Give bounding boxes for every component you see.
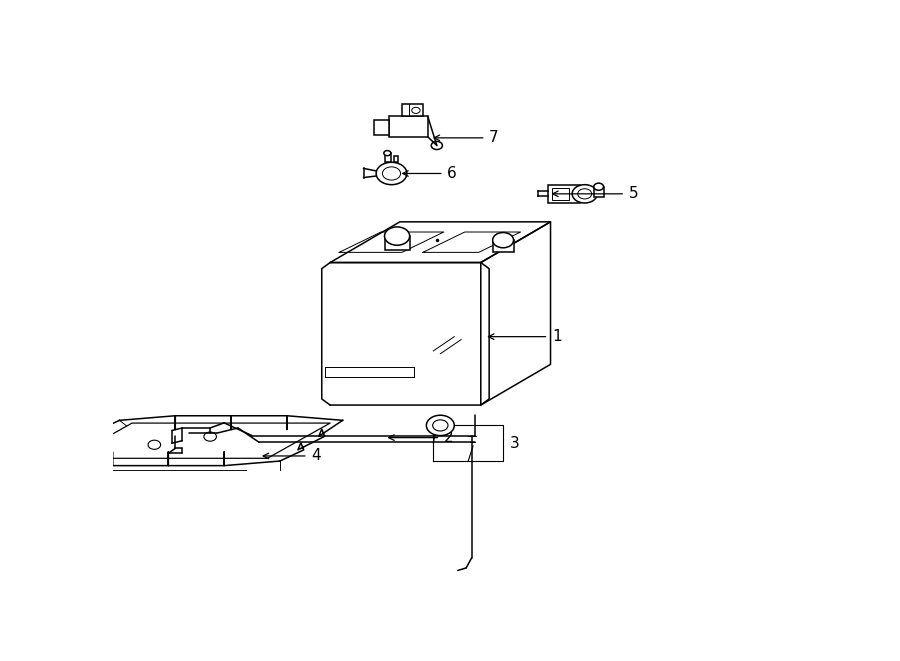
- Bar: [390, 116, 428, 137]
- Bar: [594, 186, 604, 197]
- Bar: [384, 153, 391, 163]
- Circle shape: [572, 184, 598, 203]
- Text: 1: 1: [552, 329, 562, 344]
- Circle shape: [578, 189, 591, 199]
- Circle shape: [427, 415, 454, 436]
- Circle shape: [384, 227, 410, 245]
- Text: 6: 6: [447, 166, 457, 181]
- Circle shape: [492, 233, 514, 248]
- Text: 3: 3: [510, 436, 520, 451]
- Bar: [492, 240, 514, 253]
- Circle shape: [376, 163, 407, 184]
- Circle shape: [431, 141, 443, 149]
- Circle shape: [382, 167, 400, 180]
- Bar: [384, 236, 410, 251]
- Text: 5: 5: [628, 186, 638, 202]
- Text: 7: 7: [490, 130, 499, 145]
- Circle shape: [148, 440, 160, 449]
- Circle shape: [383, 151, 391, 156]
- Circle shape: [433, 420, 448, 431]
- Bar: [393, 156, 399, 163]
- Bar: [402, 104, 423, 116]
- Text: 2: 2: [444, 430, 454, 445]
- Bar: [374, 120, 390, 136]
- Circle shape: [204, 432, 216, 441]
- Text: 4: 4: [311, 448, 321, 463]
- Bar: [552, 188, 570, 200]
- Circle shape: [411, 107, 420, 114]
- Circle shape: [594, 183, 604, 190]
- Bar: [548, 184, 580, 203]
